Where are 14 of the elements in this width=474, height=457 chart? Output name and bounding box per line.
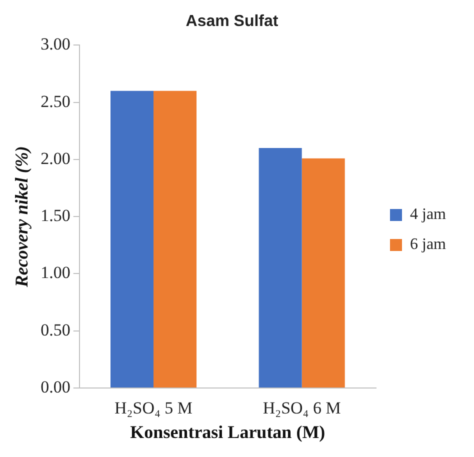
y-tick-label: 2.50 bbox=[40, 92, 70, 111]
y-tick-label: 0.50 bbox=[40, 320, 70, 340]
y-tick-label: 1.00 bbox=[40, 263, 70, 282]
y-tick-label: 0.00 bbox=[40, 377, 70, 396]
y-tick-label: 1.50 bbox=[40, 206, 70, 226]
y-axis-title: Recovery nikel (%) bbox=[11, 146, 32, 288]
x-tick-label: H₂SO₄ 5 M bbox=[114, 398, 193, 418]
legend-label: 6 jam bbox=[410, 236, 447, 254]
y-tick-label: 3.00 bbox=[40, 34, 70, 54]
x-axis-title: Konsentrasi Larutan (M) bbox=[130, 422, 326, 442]
x-tick-label: H₂SO₄ 6 M bbox=[262, 398, 341, 418]
y-tick-label: 2.00 bbox=[40, 148, 70, 168]
legend-label: 4 jam bbox=[410, 206, 447, 224]
chart-title: Asam Sulfat bbox=[186, 13, 279, 30]
